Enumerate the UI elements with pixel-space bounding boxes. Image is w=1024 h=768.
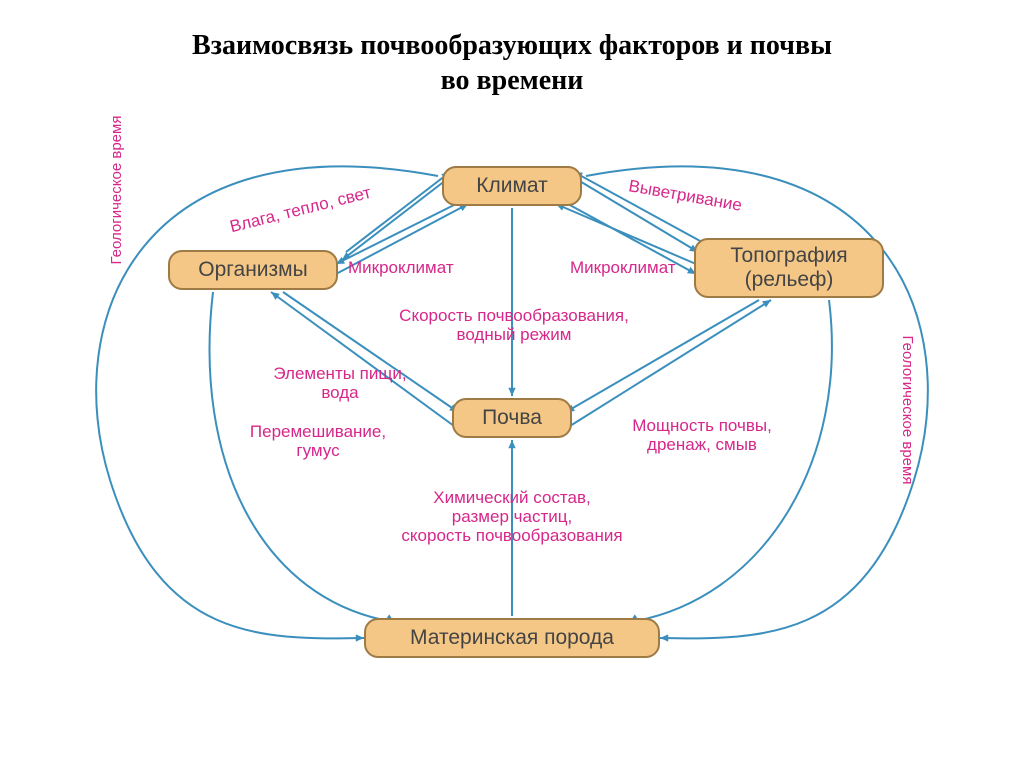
node-topography: Топография(рельеф) (694, 238, 884, 298)
node-soil: Почва (452, 398, 572, 438)
edge-label-microclimate-left: Микроклимат (348, 258, 454, 277)
node-parent: Материнская порода (364, 618, 660, 658)
node-soil-label: Почва (482, 406, 542, 430)
edge-label-depth-drain: Мощность почвы,дренаж, смыв (592, 416, 812, 454)
edge-label-food-water: Элементы пищи,вода (250, 364, 430, 402)
node-organisms: Организмы (168, 250, 338, 290)
node-climate: Климат (442, 166, 582, 206)
edge-label-rate-water: Скорость почвообразования,водный режим (394, 306, 634, 344)
edge-label-mixing-humus: Перемешивание,гумус (218, 422, 418, 460)
node-parent-label: Материнская порода (410, 626, 614, 650)
node-topography-label: Топография(рельеф) (730, 244, 847, 291)
side-label-right: Геологическое время (899, 300, 916, 520)
node-organisms-label: Организмы (198, 258, 307, 282)
side-label-left: Геологическое время (108, 80, 125, 300)
edge-label-microclimate-right: Микроклимат (570, 258, 676, 277)
node-climate-label: Климат (476, 174, 548, 198)
edge-label-chem-size-rate: Химический состав,размер частиц,скорость… (396, 488, 628, 545)
diagram-canvas: Климат Организмы Топография(рельеф) Почв… (0, 0, 1024, 768)
